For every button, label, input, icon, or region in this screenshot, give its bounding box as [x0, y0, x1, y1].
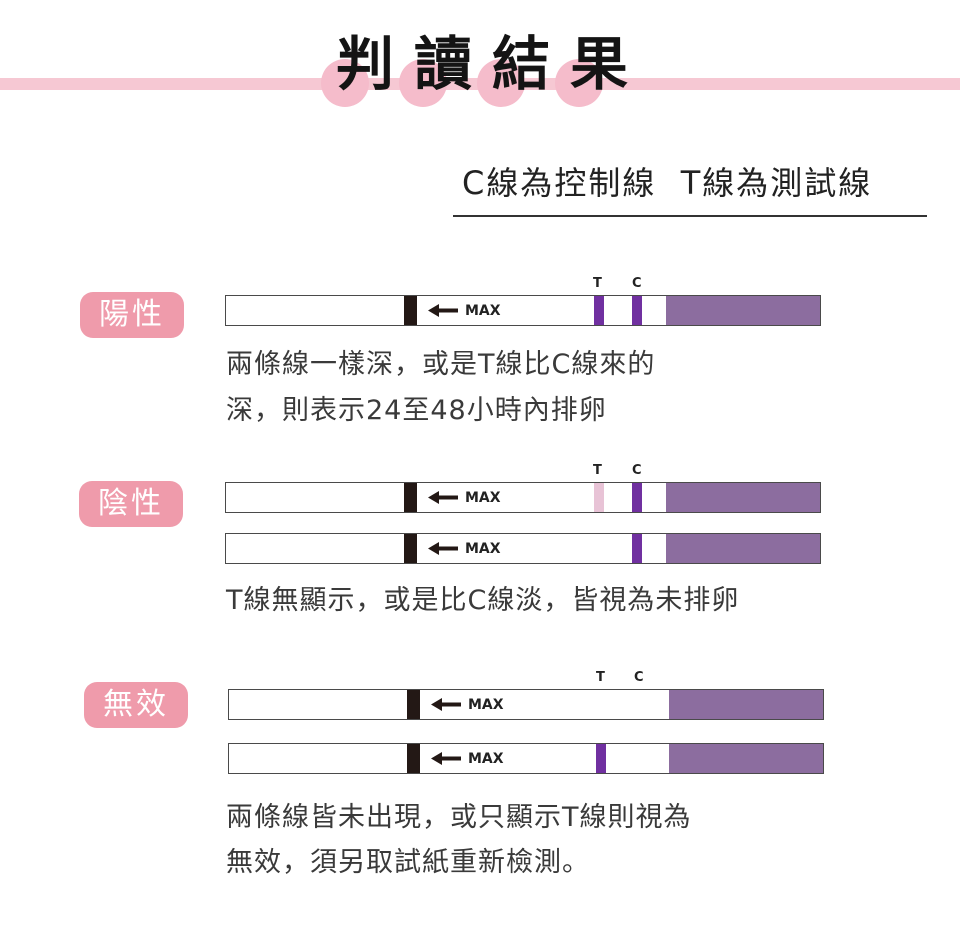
c-marker-label: C [632, 276, 642, 291]
test-strip: MAX [225, 533, 821, 564]
title-char: 果 [569, 30, 628, 98]
max-label: MAX [465, 490, 501, 506]
strip-stopper [404, 296, 417, 325]
max-label: MAX [465, 541, 501, 557]
t-line [594, 296, 604, 325]
title-circle [555, 59, 603, 107]
t-line [596, 744, 606, 773]
result-badge-invalid: 無效 [84, 682, 188, 728]
c-line [632, 534, 642, 563]
test-strip: MAX [225, 482, 821, 513]
max-label: MAX [465, 303, 501, 319]
title-char: 結 [491, 30, 550, 98]
arrow-left-icon [431, 752, 461, 765]
title-circle [321, 59, 369, 107]
absorbent-pad [666, 296, 820, 325]
max-label: MAX [468, 751, 504, 767]
description-line: 兩條線一樣深，或是T線比C線來的 [226, 349, 656, 380]
max-label: MAX [468, 697, 504, 713]
c-line [632, 296, 642, 325]
absorbent-pad [666, 483, 820, 512]
arrow-left-icon [428, 542, 458, 555]
result-badge-negative: 陰性 [79, 481, 183, 527]
c-marker-label: C [634, 670, 644, 685]
t-line [594, 483, 604, 512]
c-marker-label: C [632, 463, 642, 478]
strip-stopper [407, 690, 420, 719]
subtitle-underline [453, 215, 927, 217]
title-char: 判 [335, 30, 394, 98]
test-strip: MAX [228, 743, 824, 774]
absorbent-pad [669, 690, 823, 719]
description-line: 深，則表示24至48小時內排卵 [226, 395, 607, 426]
result-badge-positive: 陽性 [80, 292, 184, 338]
arrow-left-icon [431, 698, 461, 711]
arrow-left-icon [428, 491, 458, 504]
title-circle [399, 59, 447, 107]
strip-stopper [404, 534, 417, 563]
description-line: T線無顯示，或是比C線淡，皆視為未排卵 [226, 585, 740, 616]
description-line: 兩條線皆未出現，或只顯示T線則視為 [226, 802, 692, 833]
t-marker-label: T [593, 276, 602, 291]
title-char: 讀 [413, 30, 472, 98]
legend-subtitle: C線為控制線 T線為測試線 [462, 164, 873, 202]
description-line: 無效，須另取試紙重新檢測。 [226, 847, 590, 878]
c-line [632, 483, 642, 512]
title-circle [477, 59, 525, 107]
t-marker-label: T [596, 670, 605, 685]
arrow-left-icon [428, 304, 458, 317]
t-marker-label: T [593, 463, 602, 478]
test-strip: MAX [228, 689, 824, 720]
absorbent-pad [669, 744, 823, 773]
absorbent-pad [666, 534, 820, 563]
test-strip: MAX [225, 295, 821, 326]
strip-stopper [404, 483, 417, 512]
strip-stopper [407, 744, 420, 773]
